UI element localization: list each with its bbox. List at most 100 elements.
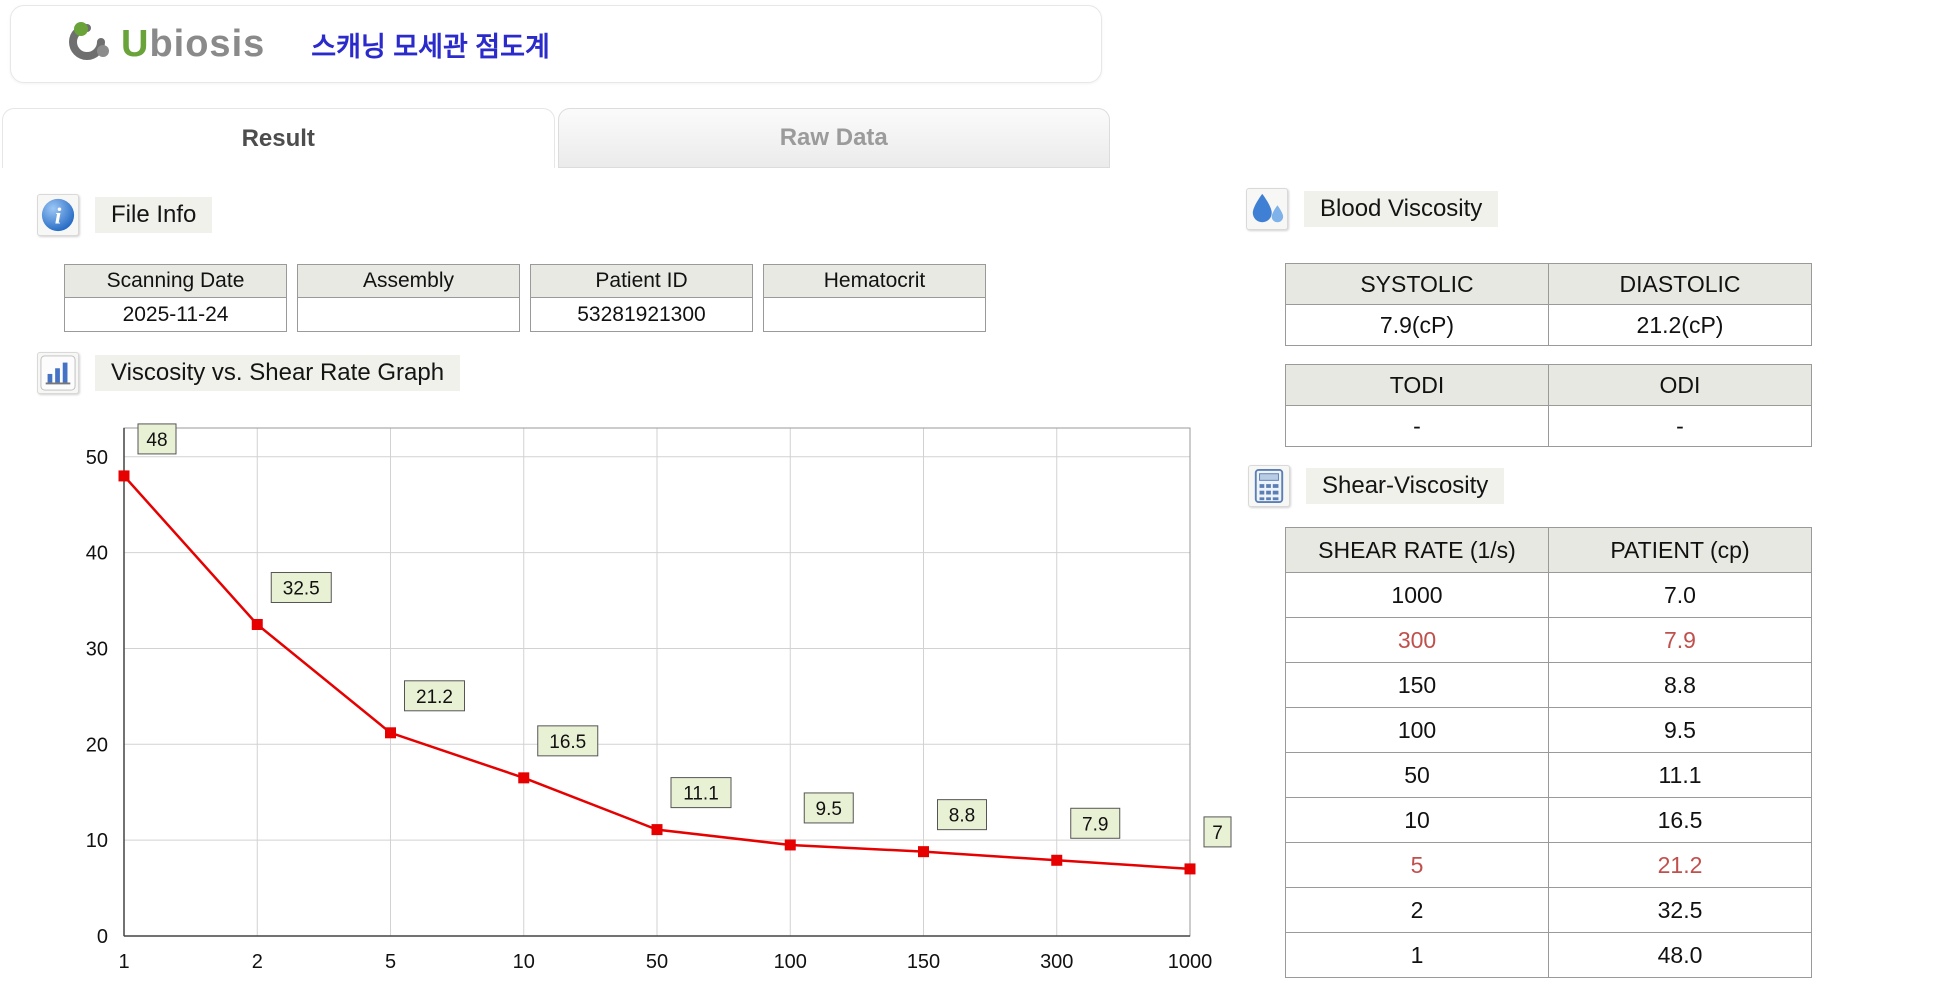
svg-text:7.9: 7.9 <box>1082 814 1108 835</box>
shear-row: 10 16.5 <box>1285 797 1812 843</box>
column-header: Assembly <box>297 264 520 298</box>
svg-text:48: 48 <box>146 430 167 451</box>
svg-text:32.5: 32.5 <box>283 578 320 599</box>
viscosity-shear-rate-chart: 0 10 20 30 40 50 1 2 5 10 50 100 150 300 1000 48 32.5 21.… <box>30 408 1245 993</box>
patient-id-value: 53281921300 <box>530 298 753 332</box>
svg-text:11.1: 11.1 <box>683 784 719 805</box>
shear-rate-cell: 1000 <box>1285 572 1549 618</box>
patient-cell: 8.8 <box>1548 662 1812 708</box>
scanning-date-value: 2025-11-24 <box>64 298 287 332</box>
svg-text:10: 10 <box>513 951 535 973</box>
graph-section-title: Viscosity vs. Shear Rate Graph <box>95 355 461 391</box>
file-info-col-hematocrit: Hematocrit <box>763 264 986 332</box>
svg-text:10: 10 <box>86 830 108 852</box>
svg-text:150: 150 <box>907 951 940 973</box>
assembly-value <box>297 298 520 332</box>
file-info-col-scanning-date: Scanning Date 2025-11-24 <box>64 264 287 332</box>
svg-text:9.5: 9.5 <box>816 799 842 820</box>
tab-result[interactable]: Result <box>2 108 555 168</box>
table-value-row: 7.9(cP) 21.2(cP) <box>1285 304 1812 346</box>
svg-text:7: 7 <box>1212 823 1223 844</box>
shear-row: 150 8.8 <box>1285 662 1812 708</box>
svg-text:2: 2 <box>252 951 263 973</box>
patient-cell: 21.2 <box>1548 842 1812 888</box>
column-header: Scanning Date <box>64 264 287 298</box>
patient-header: PATIENT (cp) <box>1548 527 1812 573</box>
shear-row: 1000 7.0 <box>1285 572 1812 618</box>
calculator-icon <box>1248 465 1290 507</box>
todi-odi-table: TODI ODI - - <box>1285 364 1812 447</box>
svg-text:50: 50 <box>646 951 668 973</box>
svg-text:20: 20 <box>86 734 108 756</box>
shear-rate-cell: 5 <box>1285 842 1549 888</box>
patient-cell: 48.0 <box>1548 932 1812 978</box>
bar-chart-icon <box>37 352 79 394</box>
shear-rate-cell: 150 <box>1285 662 1549 708</box>
svg-text:16.5: 16.5 <box>549 732 586 753</box>
svg-text:40: 40 <box>86 543 108 565</box>
info-icon: i <box>37 194 79 236</box>
patient-cell: 7.0 <box>1548 572 1812 618</box>
app-title-korean: 스캐닝 모세관 점도계 <box>311 31 550 62</box>
table-value-row: - - <box>1285 405 1812 447</box>
shear-rate-cell: 2 <box>1285 887 1549 933</box>
shear-viscosity-section-header: Shear-Viscosity <box>1248 465 1505 507</box>
shear-row: 2 32.5 <box>1285 887 1812 933</box>
systolic-value: 7.9(cP) <box>1285 304 1549 346</box>
svg-text:1000: 1000 <box>1168 951 1213 973</box>
shear-rate-cell: 50 <box>1285 752 1549 798</box>
file-info-col-assembly: Assembly <box>297 264 520 332</box>
file-info-col-patient-id: Patient ID 53281921300 <box>530 264 753 332</box>
table-header-row: TODI ODI <box>1285 364 1812 406</box>
svg-text:50: 50 <box>86 447 108 469</box>
svg-text:i: i <box>55 204 62 230</box>
shear-viscosity-title: Shear-Viscosity <box>1306 468 1505 504</box>
shear-row: 100 9.5 <box>1285 707 1812 753</box>
patient-cell: 11.1 <box>1548 752 1812 798</box>
systolic-header: SYSTOLIC <box>1285 263 1549 305</box>
todi-header: TODI <box>1285 364 1549 406</box>
column-header: Hematocrit <box>763 264 986 298</box>
patient-cell: 16.5 <box>1548 797 1812 843</box>
shear-rate-header: SHEAR RATE (1/s) <box>1285 527 1549 573</box>
odi-value: - <box>1548 405 1812 447</box>
svg-text:8.8: 8.8 <box>949 806 975 827</box>
todi-value: - <box>1285 405 1549 447</box>
app-header: Ubiosis 스캐닝 모세관 점도계 <box>10 5 1102 83</box>
svg-text:100: 100 <box>774 951 807 973</box>
odi-header: ODI <box>1548 364 1812 406</box>
shear-row: 1 48.0 <box>1285 932 1812 978</box>
svg-text:5: 5 <box>385 951 396 973</box>
blood-viscosity-section-header: Blood Viscosity <box>1246 188 1499 230</box>
diastolic-value: 21.2(cP) <box>1548 304 1812 346</box>
hematocrit-value <box>763 298 986 332</box>
logo-swirl-icon <box>63 19 115 70</box>
blood-viscosity-title: Blood Viscosity <box>1304 191 1499 227</box>
graph-section-header: Viscosity vs. Shear Rate Graph <box>37 352 461 394</box>
logo-text-rest: biosis <box>149 22 266 65</box>
shear-rate-cell: 1 <box>1285 932 1549 978</box>
file-info-table: Scanning Date 2025-11-24 Assembly Patien… <box>64 264 986 332</box>
logo-text-u: U <box>121 22 150 65</box>
svg-text:300: 300 <box>1040 951 1073 973</box>
file-info-section-header: i File Info <box>37 194 213 236</box>
svg-text:21.2: 21.2 <box>416 687 453 708</box>
file-info-title: File Info <box>95 197 213 233</box>
logo-text: Ubiosis <box>121 23 265 66</box>
table-header-row: SHEAR RATE (1/s) PATIENT (cp) <box>1285 527 1812 573</box>
shear-viscosity-table: SHEAR RATE (1/s) PATIENT (cp) 1000 7.0 30… <box>1285 527 1812 978</box>
shear-row: 5 21.2 <box>1285 842 1812 888</box>
patient-cell: 7.9 <box>1548 617 1812 663</box>
diastolic-header: DIASTOLIC <box>1548 263 1812 305</box>
blood-droplet-icon <box>1246 188 1288 230</box>
table-header-row: SYSTOLIC DIASTOLIC <box>1285 263 1812 305</box>
tab-bar: Result Raw Data <box>2 108 1110 168</box>
shear-row: 300 7.9 <box>1285 617 1812 663</box>
shear-rate-cell: 300 <box>1285 617 1549 663</box>
tab-raw-data[interactable]: Raw Data <box>557 108 1110 168</box>
patient-cell: 32.5 <box>1548 887 1812 933</box>
patient-cell: 9.5 <box>1548 707 1812 753</box>
svg-text:0: 0 <box>97 926 108 948</box>
ubiosis-logo: Ubiosis <box>63 19 265 70</box>
